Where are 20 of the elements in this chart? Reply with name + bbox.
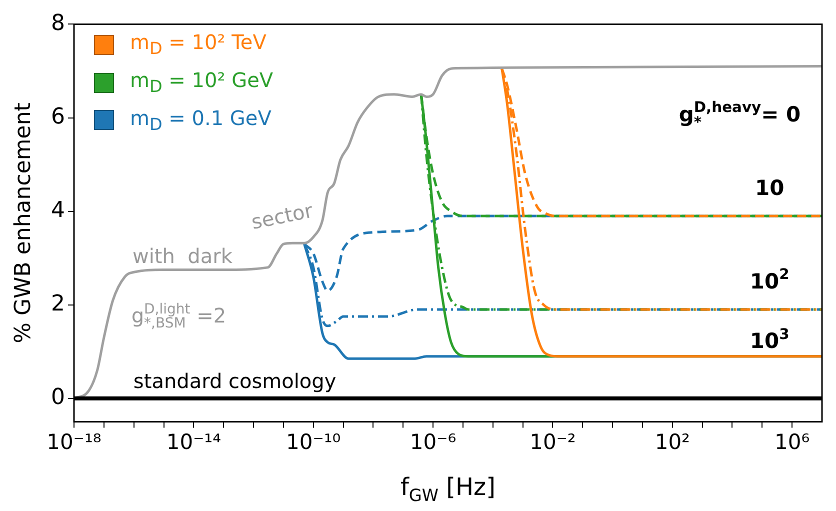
annotation: 10: [755, 176, 784, 200]
x-tick-label: 10²: [654, 430, 690, 454]
y-tick-label: 6: [50, 104, 65, 130]
y-axis-title: % GWB enhancement: [11, 102, 36, 344]
y-tick-label: 0: [50, 385, 65, 410]
annotation: standard cosmology: [133, 369, 336, 394]
legend-label: m$_{D}$ = 0.1 GeV: [130, 106, 272, 134]
legend-label: m$_{D}$ = 10² GeV: [130, 68, 274, 96]
x-tick-label: 10⁻¹⁴: [166, 430, 222, 454]
x-tick-label: 10⁻²: [530, 430, 576, 454]
y-tick-label: 2: [50, 292, 65, 317]
annotation: sector: [249, 198, 316, 234]
y-tick-label: 4: [50, 198, 65, 224]
annotation: with dark: [132, 244, 233, 268]
x-tick-label: 10⁻¹⁰: [286, 430, 341, 454]
legend-label: m$_{D}$ = 10² TeV: [130, 30, 266, 58]
y-tick-label: 8: [50, 10, 65, 36]
x-tick-label: 10⁻⁶: [410, 430, 456, 454]
x-tick-label: 10⁶: [774, 430, 810, 454]
x-tick-label: 10⁻¹⁸: [46, 430, 102, 454]
